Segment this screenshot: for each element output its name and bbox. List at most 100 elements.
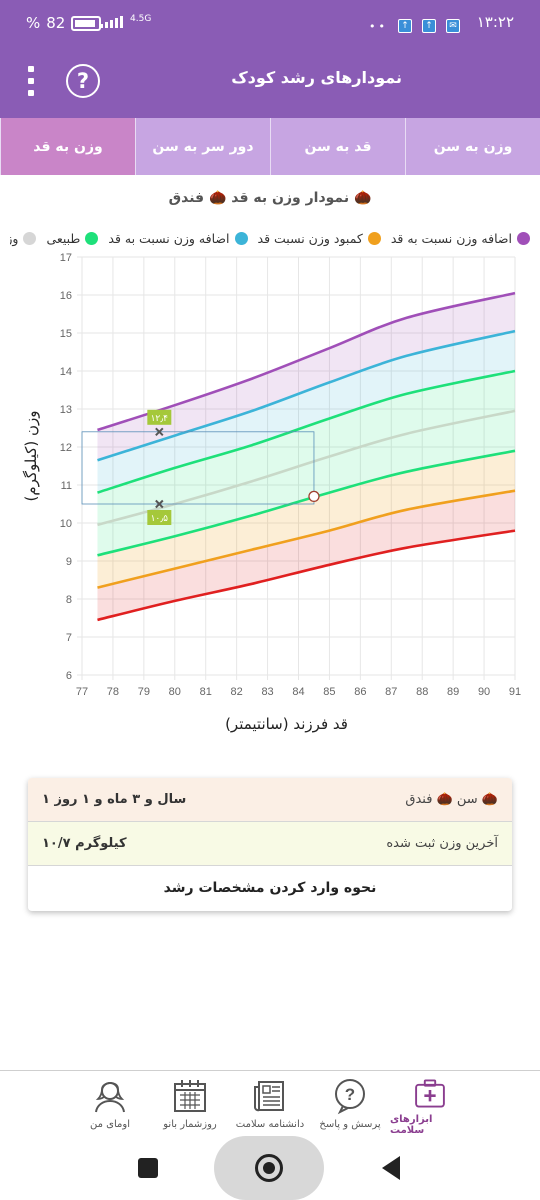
nav-label: پرسش و پاسخ <box>319 1119 381 1130</box>
home-button[interactable] <box>214 1136 324 1200</box>
age-value: ۱ سال و ۳ ماه و ۱ روز <box>42 792 187 807</box>
legend-item[interactable]: طبیعی <box>46 228 99 248</box>
y-tick-label: 12 <box>60 442 72 454</box>
x-axis-label: قد فرزند (سانتیمتر) <box>225 715 348 733</box>
back-button[interactable] <box>382 1156 400 1180</box>
chart-legend: اضافه وزن نسبت به قد کمبود وزن نسبت قد ا… <box>10 228 530 248</box>
nav-encyclopedia[interactable]: دانشنامه سلامت <box>230 1071 310 1136</box>
y-tick-label: 6 <box>66 670 72 682</box>
band-fill <box>97 331 515 493</box>
clock: ۱۳:۲۲ <box>476 13 514 31</box>
guide-rect <box>81 431 315 505</box>
nav-calendar[interactable]: روزشمار بانو <box>150 1071 230 1136</box>
chart-title: نمودار وزن به قد 🌰 فندق 🌰 <box>168 190 372 206</box>
legend-dot <box>23 231 37 245</box>
svg-text:?: ? <box>345 1085 355 1104</box>
app-bar: ? نمودارهای رشد کودک <box>0 42 540 118</box>
band-fill <box>97 371 515 525</box>
nav-qa[interactable]: ? پرسش و پاسخ <box>310 1071 390 1136</box>
x-tick-label: 80 <box>169 686 181 698</box>
nav-label: ابزارهای سلامت <box>390 1114 433 1136</box>
y-tick-label: 7 <box>66 632 72 644</box>
marker-x <box>155 499 164 509</box>
howto-link[interactable]: نحوه وارد کردن مشخصات رشد <box>28 866 512 910</box>
nav-label: دانشنامه سلامت <box>235 1119 305 1130</box>
y-tick-label: 10 <box>60 518 72 530</box>
y-tick-label: 8 <box>66 594 72 606</box>
upload-icon: ↑ <box>398 19 412 33</box>
legend-label: اضافه وزن نسبت به قد <box>108 230 230 246</box>
series-line <box>97 449 516 557</box>
calendar-icon <box>174 1080 206 1112</box>
legend-label: اضافه وزن نسبت به قد <box>390 230 512 246</box>
page-title: نمودارهای رشد کودک <box>231 68 402 87</box>
battery-indicator: % 82 <box>26 14 102 32</box>
tab-height-for-age[interactable]: قد به سن <box>270 118 405 175</box>
x-tick-label: 89 <box>447 686 459 698</box>
medical-kit-icon <box>415 1079 445 1108</box>
help-icon[interactable]: ? <box>66 64 100 98</box>
series-line <box>97 369 516 494</box>
band-fill <box>97 490 515 620</box>
x-tick-label: 91 <box>509 686 521 698</box>
recent-apps-button[interactable] <box>138 1158 158 1178</box>
x-tick-label: 87 <box>385 686 397 698</box>
y-tick-label: 14 <box>60 366 72 378</box>
tab-weight-for-age[interactable]: وزن به سن <box>405 118 540 175</box>
x-tick-label: 82 <box>231 686 243 698</box>
x-tick-label: 86 <box>354 686 366 698</box>
child-info-card: سن 🌰 فندق 🌰 ۱ سال و ۳ ماه و ۱ روز آخرین … <box>28 778 512 911</box>
upload-icon: ↑ <box>422 19 436 33</box>
marker-label: ۱۰٫۵ <box>151 514 169 524</box>
marker-badge <box>147 510 172 525</box>
legend-label: طبیعی <box>46 230 81 246</box>
legend-dot <box>367 231 381 245</box>
nav-my-profile[interactable]: اومای من <box>70 1071 150 1136</box>
band-fill <box>97 293 515 461</box>
x-tick-label: 78 <box>107 686 119 698</box>
legend-item[interactable]: وزن میانگین <box>10 228 37 248</box>
x-tick-label: 88 <box>416 686 428 698</box>
legend-dot <box>85 231 99 245</box>
x-tick-label: 83 <box>261 686 273 698</box>
y-tick-label: 13 <box>60 404 72 416</box>
x-tick-label: 77 <box>76 686 88 698</box>
more-menu-icon[interactable] <box>24 66 38 96</box>
tab-head-for-age[interactable]: دور سر به سن <box>135 118 270 175</box>
legend-item[interactable]: اضافه وزن نسبت به قد <box>108 228 248 248</box>
series-line <box>97 529 516 622</box>
tab-weight-for-height[interactable]: وزن به قد <box>0 118 135 175</box>
bottom-nav: ابزارهای سلامت ? پرسش و پاسخ دانشنامه سل… <box>0 1070 540 1136</box>
legend-item[interactable]: کمبود وزن نسبت قد <box>258 228 381 248</box>
series-line <box>97 329 516 462</box>
status-bar: % 82 4.5G •• ↑ ↑ ✉ ۱۳:۲۲ <box>0 0 540 42</box>
legend-dot <box>517 231 530 245</box>
age-label: سن 🌰 فندق 🌰 <box>405 792 498 807</box>
series-line <box>97 489 516 589</box>
battery-level: 82 <box>46 14 66 32</box>
y-tick-label: 11 <box>61 480 72 492</box>
question-bubble-icon: ? <box>335 1079 365 1115</box>
user-avatar-icon <box>95 1082 125 1113</box>
weight-label: آخرین وزن ثبت شده <box>386 836 498 851</box>
y-tick-label: 16 <box>60 290 72 302</box>
x-tick-label: 81 <box>200 686 212 698</box>
series-line <box>97 291 516 432</box>
system-navigation <box>0 1136 540 1200</box>
weight-row: آخرین وزن ثبت شده ۱۰/۷ کیلوگرم <box>28 822 512 866</box>
y-tick-label: 15 <box>60 328 72 340</box>
weight-value: ۱۰/۷ کیلوگرم <box>42 836 127 851</box>
more-notifications-icon: •• <box>369 19 388 33</box>
band-fill <box>97 410 515 556</box>
series-line <box>97 409 516 527</box>
legend-item[interactable]: اضافه وزن نسبت به قد <box>391 228 530 248</box>
x-tick-label: 85 <box>323 686 335 698</box>
battery-percent-sign: % <box>26 14 41 32</box>
newspaper-icon <box>254 1081 284 1112</box>
nav-label: روزشمار بانو <box>163 1119 217 1130</box>
marker-badge <box>147 409 172 425</box>
y-axis-label: وزن (کیلوگرم) <box>22 410 40 501</box>
nav-health-tools[interactable]: ابزارهای سلامت <box>390 1071 470 1136</box>
marker-x <box>155 427 164 437</box>
weight-for-height-chart[interactable]: 77 78 79 80 81 82 83 84 85 86 87 88 89 90 916789101112… <box>0 250 540 750</box>
